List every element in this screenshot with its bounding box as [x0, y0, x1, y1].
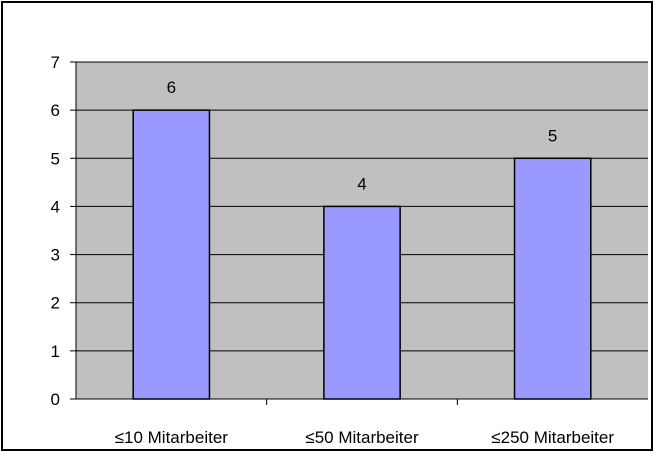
y-axis-tick-labels: 0 1 2 3 4 5 6 7: [51, 53, 60, 409]
axes: [70, 61, 648, 405]
data-label: 4: [357, 174, 366, 193]
y-tick-label: 1: [51, 342, 60, 361]
y-tick-label: 5: [51, 149, 60, 168]
x-axis-category-labels: ≤10 Mitarbeiter ≤50 Mitarbeiter ≤250 Mitar…: [115, 428, 615, 447]
bar: [132, 109, 211, 400]
y-tick-label: 4: [51, 197, 60, 216]
bar: [323, 205, 401, 400]
y-tick-label: 7: [51, 53, 60, 72]
bar: [513, 157, 592, 400]
x-category-label: ≤250 Mitarbeiter: [491, 428, 614, 447]
y-tick-label: 6: [51, 101, 60, 120]
data-labels: 6 4 5: [167, 78, 558, 193]
y-tick-label: 0: [51, 390, 60, 409]
x-category-label: ≤10 Mitarbeiter: [115, 428, 229, 447]
y-tick-label: 3: [51, 246, 60, 265]
x-category-label: ≤50 Mitarbeiter: [305, 428, 419, 447]
data-label: 6: [167, 78, 176, 97]
data-label: 5: [548, 126, 557, 145]
y-tick-label: 2: [51, 294, 60, 313]
